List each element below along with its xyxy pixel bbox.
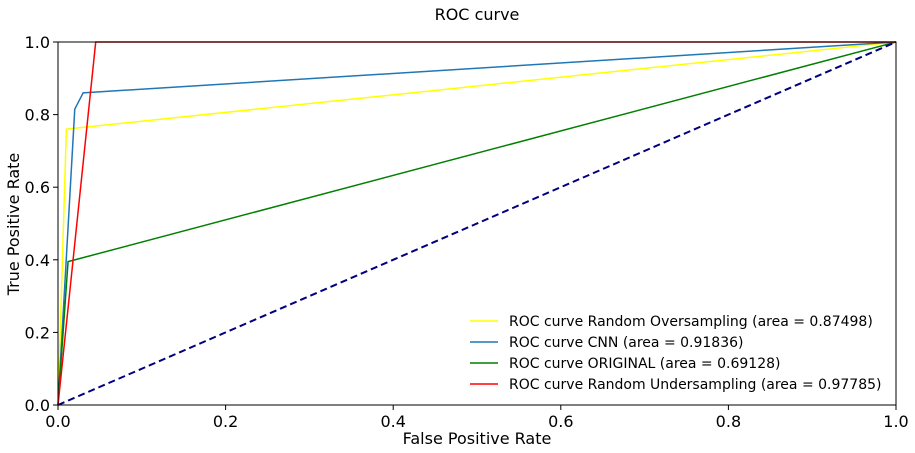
legend-label: ROC curve ORIGINAL (area = 0.69128)	[509, 356, 780, 372]
y-axis: 0.0 0.2 0.4 0.6 0.8 1.0	[25, 33, 58, 415]
series-line-2	[57, 41, 897, 406]
y-tick-label: 0.4	[25, 251, 50, 270]
y-tick-label: 0.8	[25, 106, 50, 125]
y-tick-label: 0.0	[25, 396, 50, 415]
x-tick-label: 0.4	[380, 412, 405, 431]
x-tick-label: 0.8	[716, 412, 741, 431]
plot-frame	[57, 41, 897, 406]
legend: ROC curve Random Oversampling (area = 0.…	[470, 314, 882, 393]
plot-series	[57, 41, 897, 406]
x-tick-label: 0.6	[548, 412, 573, 431]
y-tick-label: 1.0	[25, 33, 50, 52]
legend-label: ROC curve Random Oversampling (area = 0.…	[509, 314, 873, 330]
legend-label: ROC curve CNN (area = 0.91836)	[509, 335, 744, 351]
chart-title: ROC curve	[435, 5, 520, 24]
x-axis: 0.0 0.2 0.4 0.6 0.8 1.0	[45, 405, 909, 431]
x-tick-label: 1.0	[883, 412, 908, 431]
series-line-1	[57, 41, 897, 406]
legend-label: ROC curve Random Undersampling (area = 0…	[509, 377, 882, 393]
y-tick-label: 0.2	[25, 323, 50, 342]
chance-diagonal-line	[57, 41, 897, 406]
y-axis-title: True Positive Rate	[4, 153, 23, 297]
y-tick-label: 0.6	[25, 178, 50, 197]
series-line-0	[57, 41, 897, 406]
x-tick-label: 0.0	[45, 412, 70, 431]
x-axis-title: False Positive Rate	[403, 429, 552, 448]
x-tick-label: 0.2	[213, 412, 238, 431]
